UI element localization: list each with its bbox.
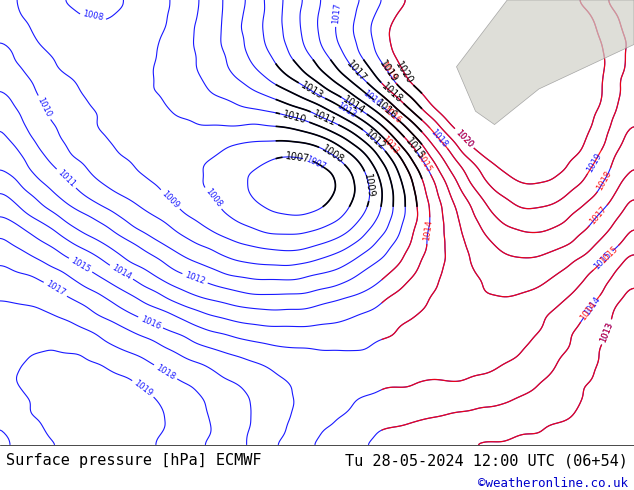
Text: 1009: 1009 — [160, 189, 181, 210]
Text: 1011: 1011 — [311, 109, 338, 128]
Text: 1015: 1015 — [69, 256, 92, 274]
Text: 1020: 1020 — [454, 128, 475, 149]
Text: 1013: 1013 — [380, 134, 401, 156]
Text: 1015: 1015 — [403, 136, 426, 162]
Text: 1015: 1015 — [592, 250, 613, 271]
Text: 1016: 1016 — [373, 98, 399, 121]
Text: 1018: 1018 — [429, 127, 449, 149]
Text: 1016: 1016 — [381, 104, 403, 125]
Text: 1011: 1011 — [56, 168, 77, 189]
Text: 1013: 1013 — [335, 101, 358, 120]
Text: 1015: 1015 — [415, 151, 434, 174]
Text: 1014: 1014 — [582, 295, 602, 318]
Text: 1019: 1019 — [377, 59, 399, 85]
Text: 1019: 1019 — [378, 60, 398, 83]
Text: 1013: 1013 — [598, 320, 614, 343]
Text: 1020: 1020 — [454, 128, 475, 149]
Text: 1012: 1012 — [362, 128, 387, 152]
Polygon shape — [456, 0, 634, 124]
Text: 1010: 1010 — [281, 109, 308, 125]
Text: 1008: 1008 — [82, 9, 105, 22]
Text: 1009: 1009 — [362, 173, 376, 199]
Text: 1020: 1020 — [394, 60, 415, 86]
Text: 1015: 1015 — [598, 244, 619, 265]
Text: Tu 28-05-2024 12:00 UTC (06+54): Tu 28-05-2024 12:00 UTC (06+54) — [345, 453, 628, 468]
Text: 1013: 1013 — [299, 80, 325, 101]
Text: ©weatheronline.co.uk: ©weatheronline.co.uk — [477, 477, 628, 490]
Text: 1016: 1016 — [361, 88, 383, 108]
Text: 1013: 1013 — [598, 320, 614, 343]
Text: 1007: 1007 — [285, 151, 311, 164]
Text: 1017: 1017 — [344, 59, 368, 84]
Text: 1017: 1017 — [588, 204, 608, 226]
Text: 1018: 1018 — [595, 169, 614, 192]
Text: 1017: 1017 — [44, 279, 67, 298]
Text: 1008: 1008 — [204, 187, 224, 209]
Text: 1014: 1014 — [579, 300, 598, 322]
Text: 1016: 1016 — [139, 314, 162, 331]
Text: 1014: 1014 — [110, 263, 133, 282]
Text: 1014: 1014 — [341, 95, 367, 117]
Text: 1007: 1007 — [304, 154, 327, 171]
Text: 1018: 1018 — [380, 81, 404, 105]
Text: 1012: 1012 — [184, 270, 207, 286]
Text: 1019: 1019 — [132, 378, 154, 398]
Text: 1019: 1019 — [585, 151, 604, 173]
Text: 1010: 1010 — [36, 96, 53, 119]
Text: Surface pressure [hPa] ECMWF: Surface pressure [hPa] ECMWF — [6, 453, 262, 468]
Text: 1008: 1008 — [320, 144, 346, 166]
Text: 1018: 1018 — [154, 363, 177, 381]
Text: 1014: 1014 — [422, 220, 434, 242]
Text: 1017: 1017 — [332, 2, 342, 25]
